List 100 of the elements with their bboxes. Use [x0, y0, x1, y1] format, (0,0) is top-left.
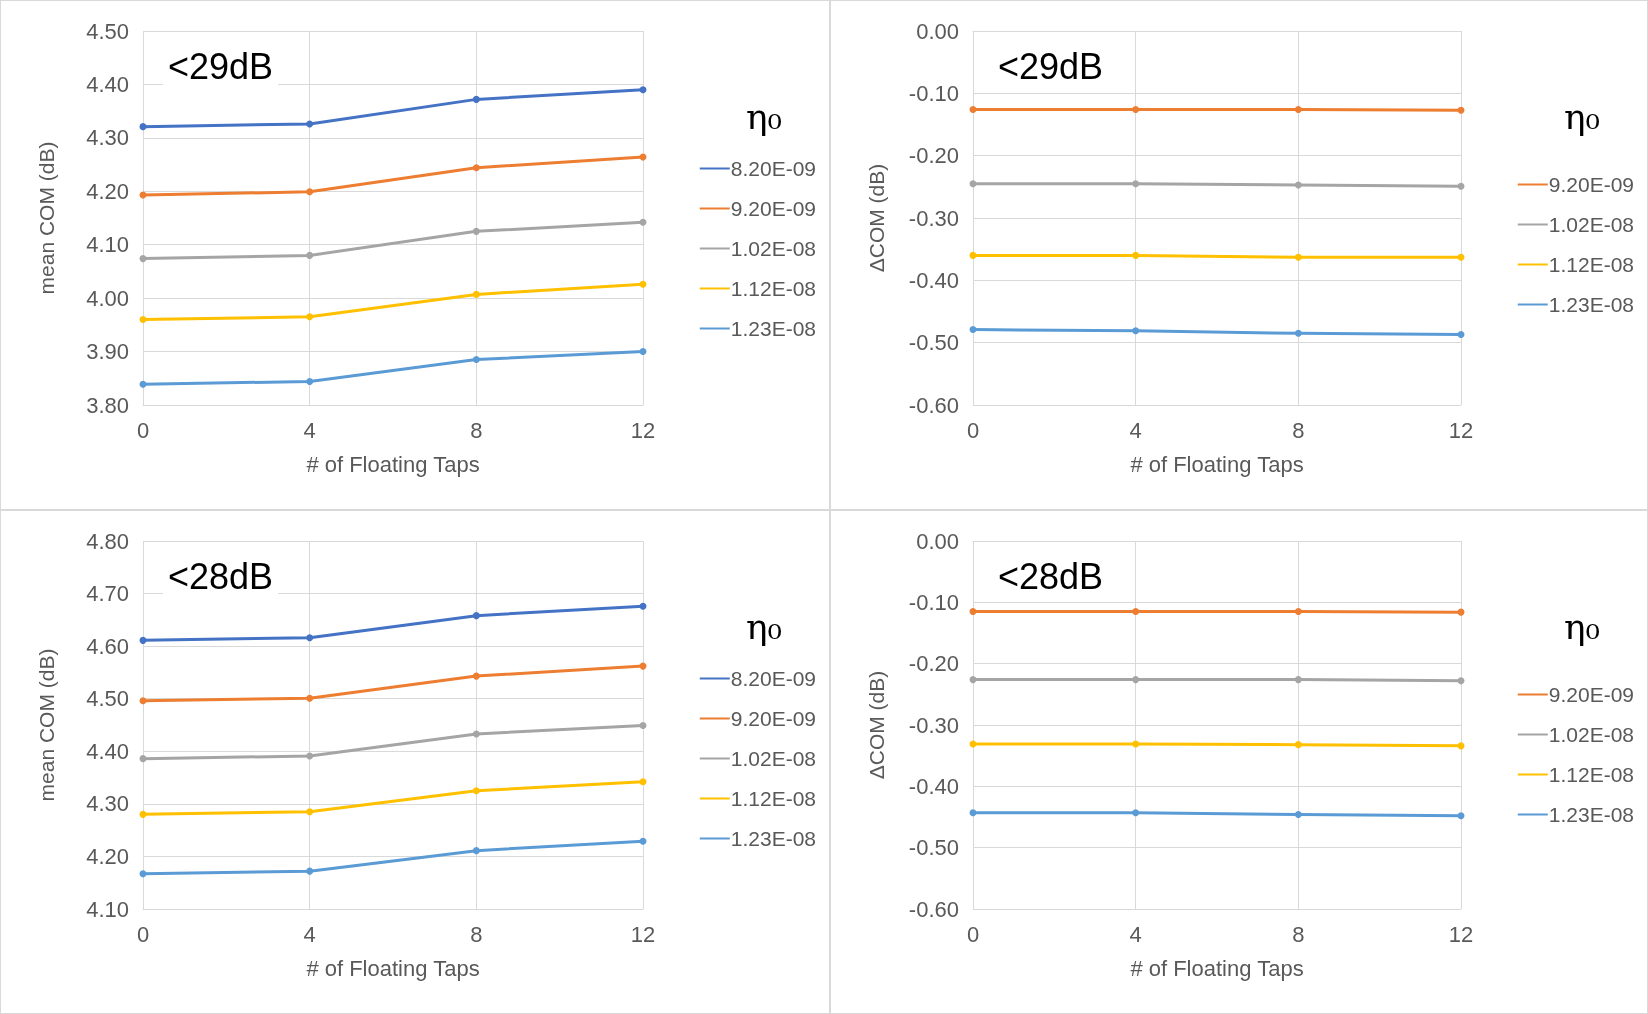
legend-label: 1.12E-08: [730, 787, 816, 810]
point: [472, 290, 480, 298]
x-tick-label: 0: [966, 921, 980, 947]
point: [139, 123, 147, 131]
legend-label: 1.12E-08: [730, 277, 816, 300]
legend-label: 8.20E-09: [730, 667, 816, 690]
legend-title: η₀: [746, 95, 782, 137]
point: [639, 778, 647, 786]
x-tick-label: 4: [1129, 417, 1142, 443]
point: [139, 810, 147, 818]
x-axis-title: # of Floating Taps: [306, 955, 480, 981]
legend-title: η₀: [1564, 605, 1600, 647]
y-tick-label: 4.20: [86, 178, 129, 204]
y-tick-label: 4.30: [86, 791, 129, 817]
point: [472, 356, 480, 364]
point: [306, 634, 314, 642]
point: [306, 120, 314, 128]
point: [1132, 676, 1140, 684]
point: [1294, 329, 1302, 337]
legend-label: 9.20E-09: [1548, 683, 1634, 706]
y-tick-label: 4.20: [86, 843, 129, 869]
y-tick-label: 3.90: [86, 339, 129, 365]
point: [1294, 608, 1302, 616]
y-tick-label: 4.10: [86, 232, 129, 258]
legend-title: η₀: [1564, 95, 1600, 137]
y-axis-title: mean COM (dB): [35, 648, 58, 802]
point: [1132, 327, 1140, 335]
point: [472, 730, 480, 738]
point: [306, 188, 314, 196]
y-tick-label: -0.30: [908, 712, 959, 738]
legend-title: η₀: [746, 605, 782, 647]
y-tick-label: -0.50: [908, 330, 959, 356]
point: [472, 612, 480, 620]
y-tick-label: 0.00: [916, 528, 959, 554]
y-tick-label: -0.60: [908, 896, 959, 922]
point: [969, 180, 977, 188]
point: [969, 251, 977, 259]
point: [472, 227, 480, 235]
y-tick-label: 4.50: [86, 686, 129, 712]
point: [139, 755, 147, 763]
point: [1132, 740, 1140, 748]
legend-label: 9.20E-09: [730, 197, 816, 220]
legend-label: 1.23E-08: [730, 827, 816, 850]
y-tick-label: -0.20: [908, 143, 959, 169]
x-tick-label: 4: [303, 417, 316, 443]
y-tick-label: 0.00: [916, 18, 959, 44]
y-tick-label: -0.40: [908, 773, 959, 799]
x-tick-label: 8: [470, 921, 483, 947]
point: [1294, 676, 1302, 684]
point: [306, 377, 314, 385]
x-tick-label: 8: [470, 417, 483, 443]
legend-label: 1.23E-08: [1548, 293, 1634, 316]
legend-label: 1.02E-08: [1548, 723, 1634, 746]
point: [306, 867, 314, 875]
point: [969, 326, 977, 334]
point: [306, 752, 314, 760]
point: [1132, 106, 1140, 114]
point: [306, 808, 314, 816]
y-axis-title: ΔCOM (dB): [865, 670, 888, 780]
legend-label: 1.23E-08: [730, 317, 816, 340]
point: [306, 251, 314, 259]
point: [639, 218, 647, 226]
point: [472, 164, 480, 172]
point: [139, 636, 147, 644]
point: [306, 694, 314, 702]
point: [139, 697, 147, 705]
chart-title: <28dB: [998, 555, 1104, 597]
legend-label: 1.12E-08: [1548, 763, 1634, 786]
point: [1294, 181, 1302, 189]
y-tick-label: -0.30: [908, 205, 959, 231]
point: [1457, 253, 1465, 261]
legend-label: 9.20E-09: [730, 707, 816, 730]
x-tick-label: 8: [1292, 417, 1305, 443]
legend-label: 1.02E-08: [730, 747, 816, 770]
point: [639, 602, 647, 610]
x-tick-label: 4: [1129, 921, 1142, 947]
legend-label: 8.20E-09: [730, 157, 816, 180]
y-tick-label: 4.10: [86, 896, 129, 922]
point: [969, 106, 977, 114]
point: [1294, 811, 1302, 819]
y-tick-label: 4.40: [86, 738, 129, 764]
point: [1457, 182, 1465, 190]
point: [1294, 106, 1302, 114]
x-tick-label: 0: [136, 417, 150, 443]
legend-label: 1.23E-08: [1548, 803, 1634, 826]
y-tick-label: 4.60: [86, 633, 129, 659]
point: [1132, 608, 1140, 616]
point: [306, 313, 314, 321]
point: [1132, 180, 1140, 188]
y-tick-label: 4.50: [86, 18, 129, 44]
y-tick-label: 4.30: [86, 125, 129, 151]
point: [139, 255, 147, 263]
x-tick-label: 0: [966, 417, 980, 443]
point: [472, 672, 480, 680]
y-tick-label: 4.40: [86, 71, 129, 97]
y-axis-title: mean COM (dB): [35, 141, 58, 295]
chart-title: <29dB: [998, 45, 1104, 87]
point: [472, 847, 480, 855]
x-tick-label: 0: [136, 921, 150, 947]
legend-label: 1.02E-08: [730, 237, 816, 260]
